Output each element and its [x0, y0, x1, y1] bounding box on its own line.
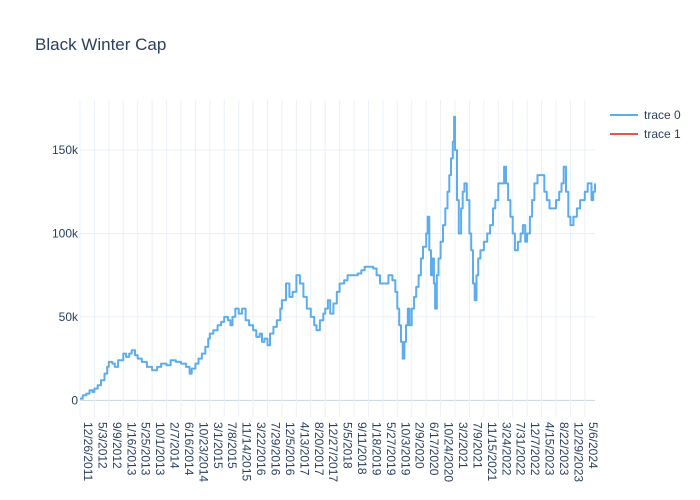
x-tick-label: 1/18/2019 [369, 422, 383, 476]
gridlines [79, 100, 595, 417]
x-tick-label: 7/31/2022 [514, 422, 528, 476]
x-tick-label: 11/15/2021 [485, 422, 499, 481]
y-tick-label: 50k [59, 310, 79, 324]
x-tick-label: 2/7/2014 [168, 422, 182, 469]
x-tick-label: 6/16/2014 [182, 422, 196, 476]
x-tick-label: 5/25/2013 [139, 422, 153, 476]
x-tick-label: 5/3/2012 [95, 422, 109, 469]
x-tick-label: 5/27/2019 [384, 422, 398, 476]
x-tick-label: 10/23/2014 [196, 422, 210, 482]
x-tick-label: 11/14/2015 [240, 422, 254, 481]
y-tick-label: 100k [52, 226, 79, 240]
x-tick-label: 5/6/2024 [586, 422, 600, 469]
x-tick-label: 12/26/2011 [81, 422, 95, 481]
x-tick-label: 9/11/2018 [355, 422, 369, 475]
x-tick-label: 12/29/2023 [571, 422, 585, 482]
x-tick-label: 3/22/2016 [254, 422, 268, 476]
x-tick-label: 4/13/2017 [297, 422, 311, 476]
x-tick-label: 12/7/2022 [528, 422, 542, 476]
legend-item-trace-0[interactable]: trace 0 [610, 108, 681, 122]
y-axis: 0 50k 100k 150k [52, 143, 79, 407]
plot-area [80, 115, 596, 400]
x-tick-label: 10/3/2019 [398, 422, 412, 476]
x-tick-label: 5/5/2018 [341, 422, 355, 469]
x-tick-label: 7/9/2021 [470, 422, 484, 469]
y-tick-label: 150k [52, 143, 79, 157]
series-line-trace-0 [80, 115, 596, 400]
x-tick-label: 3/24/2022 [499, 422, 513, 476]
x-tick-label: 12/27/2017 [326, 422, 340, 482]
x-tick-label: 2/9/2020 [413, 422, 427, 469]
x-tick-label: 7/8/2015 [225, 422, 239, 469]
x-tick-label: 4/15/2023 [543, 422, 557, 476]
legend-item-trace-1[interactable]: trace 1 [610, 127, 681, 141]
x-tick-label: 8/22/2023 [557, 422, 571, 476]
x-tick-label: 3/2/2021 [456, 422, 470, 469]
x-tick-label: 9/9/2012 [110, 422, 124, 469]
x-tick-label: 8/20/2017 [312, 422, 326, 476]
y-tick-label: 0 [71, 393, 78, 407]
x-tick-label: 12/5/2016 [283, 422, 297, 476]
x-tick-label: 10/1/2013 [153, 422, 167, 476]
x-tick-label: 6/17/2020 [427, 422, 441, 476]
x-tick-label: 7/29/2016 [269, 422, 283, 476]
legend[interactable]: trace 0 trace 1 [610, 108, 681, 141]
x-axis: 12/26/2011 5/3/2012 9/9/2012 1/16/2013 5/25/… [81, 422, 600, 482]
legend-label: trace 0 [644, 108, 681, 122]
x-tick-label: 3/1/2015 [211, 422, 225, 469]
chart-title: Black Winter Cap [35, 35, 166, 54]
x-tick-label: 1/16/2013 [124, 422, 138, 476]
legend-label: trace 1 [644, 127, 681, 141]
x-tick-label: 10/24/2020 [442, 422, 456, 482]
